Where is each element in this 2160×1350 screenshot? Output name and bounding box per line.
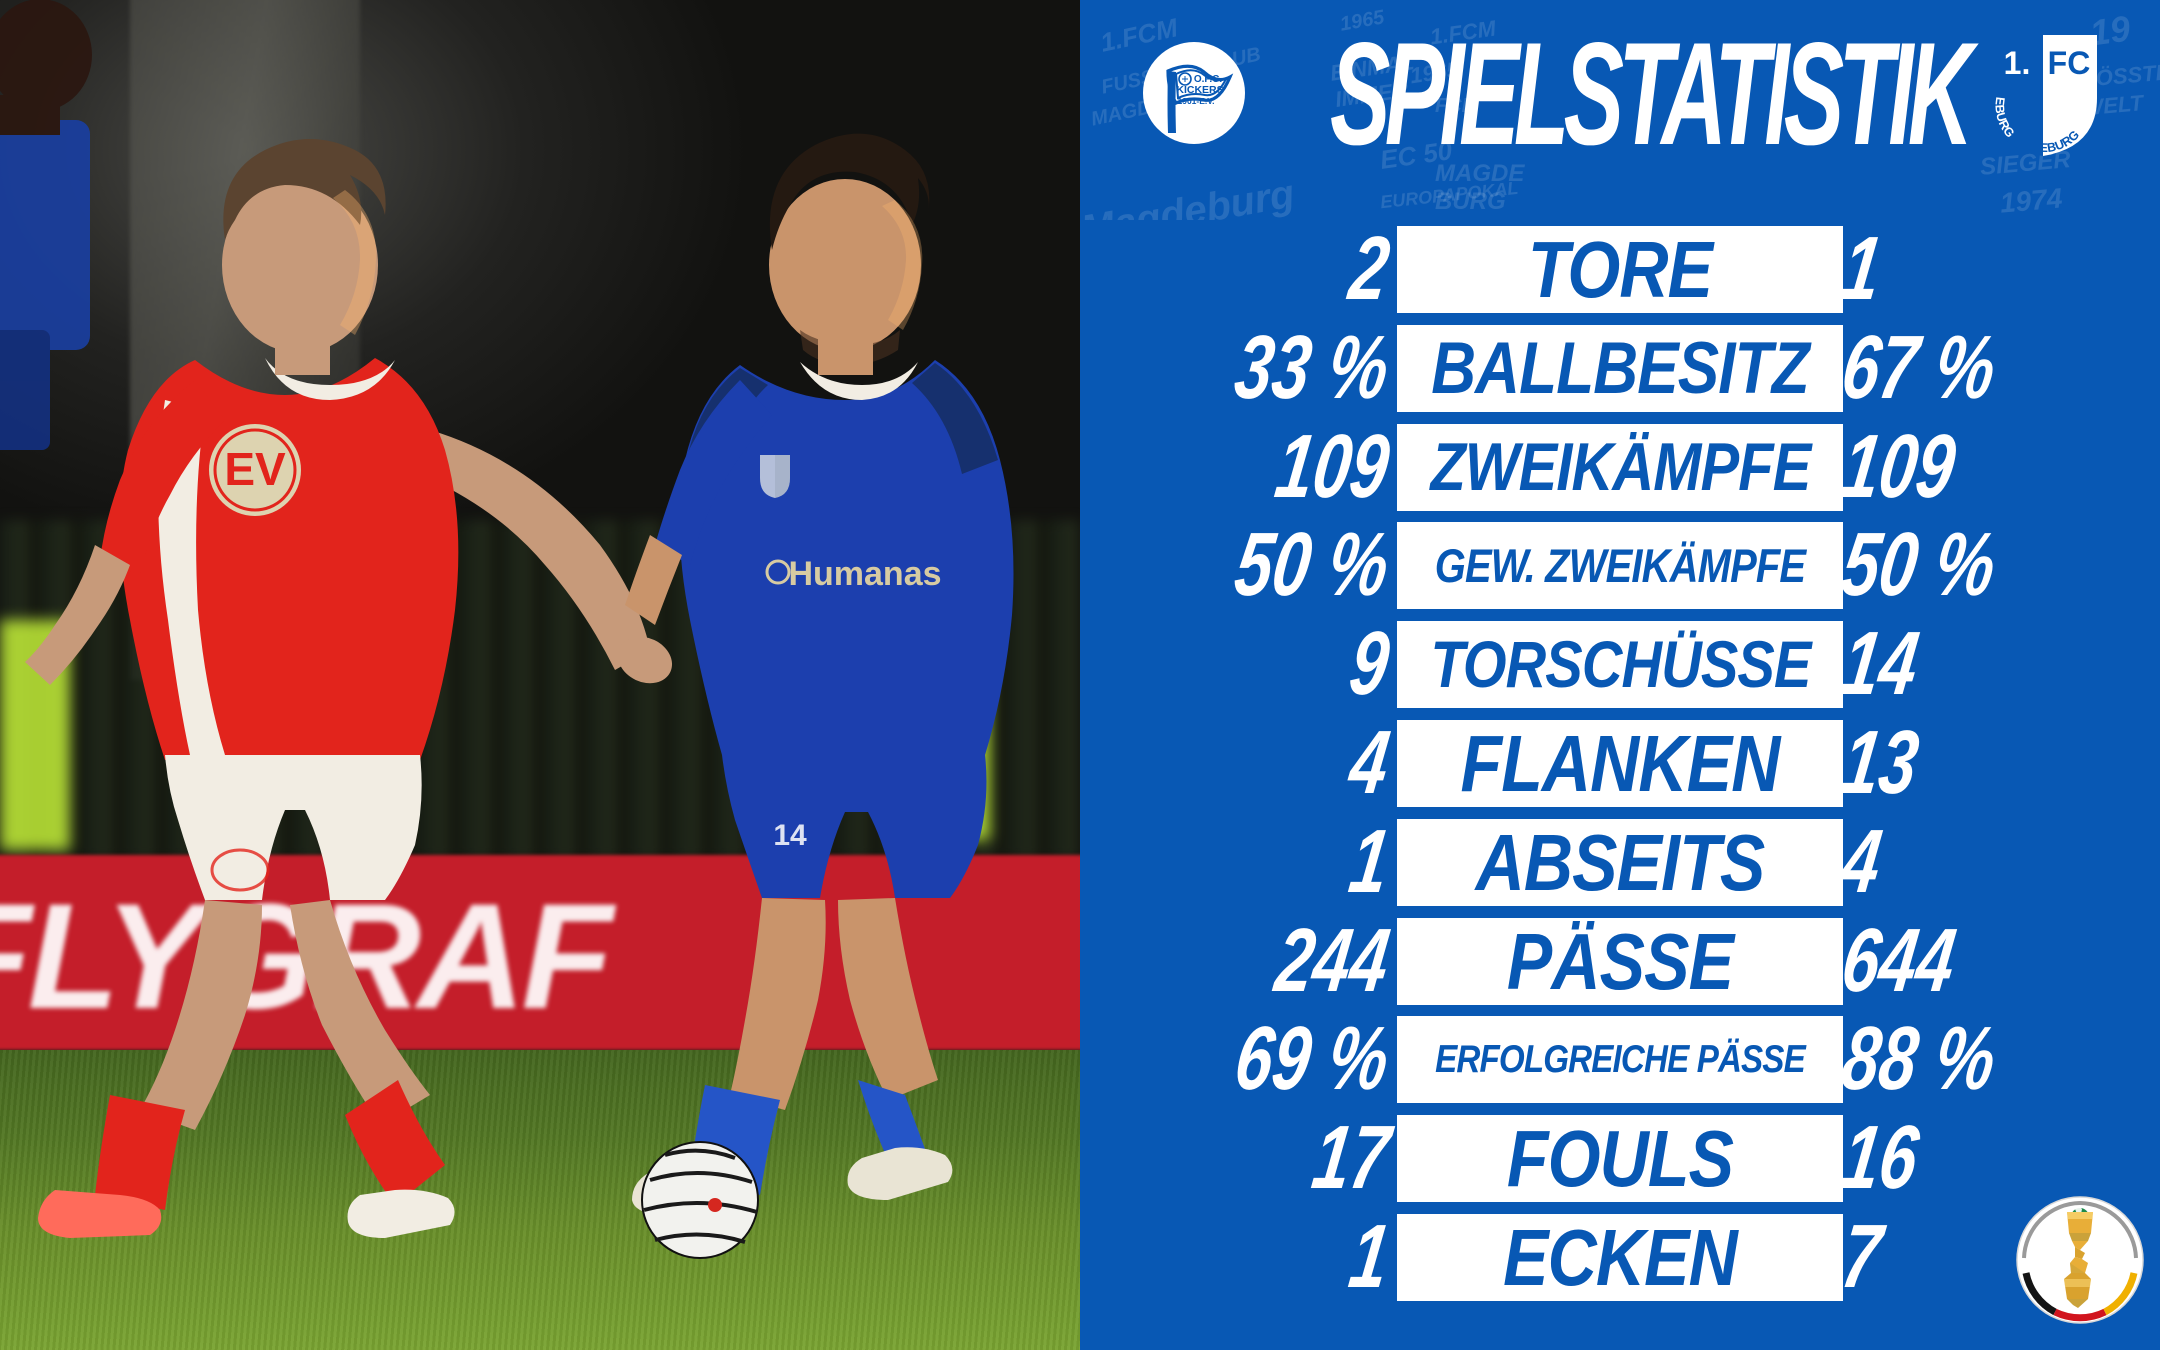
svg-text:1901-E.V.: 1901-E.V. [1177, 96, 1214, 106]
svg-text:14: 14 [773, 819, 807, 852]
svg-text:1.: 1. [2004, 45, 2031, 81]
svg-text:EV: EV [224, 443, 286, 495]
svg-text:FC: FC [2048, 45, 2091, 81]
svg-text:Humanas: Humanas [788, 555, 941, 593]
svg-text:KICKERS: KICKERS [1176, 84, 1223, 96]
